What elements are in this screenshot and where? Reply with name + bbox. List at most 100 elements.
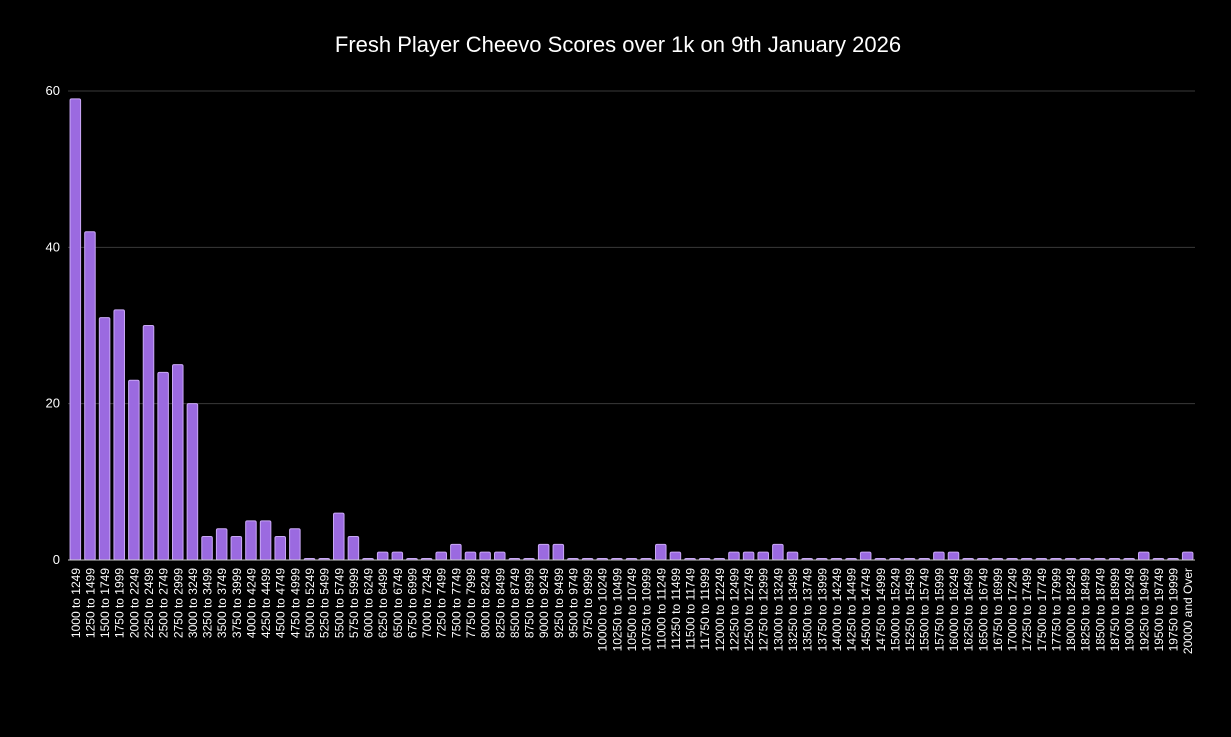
x-tick-label: 12000 to 12249 [713, 568, 727, 652]
x-tick-label: 4500 to 4749 [274, 568, 288, 638]
x-tick-label: 11000 to 11249 [654, 568, 668, 650]
bar [215, 528, 228, 561]
x-tick-label: 3000 to 3249 [186, 568, 200, 638]
bar [245, 520, 257, 561]
x-tick-label: 19750 to 19999 [1167, 568, 1181, 652]
y-tick-label: 60 [46, 83, 60, 98]
x-tick-label: 12500 to 12749 [742, 568, 756, 652]
x-tick-label: 7750 to 7999 [464, 568, 478, 638]
bar [494, 551, 506, 561]
bar [537, 543, 550, 561]
x-tick-label: 10500 to 10749 [625, 568, 639, 652]
x-tick-label: 10750 to 10999 [640, 568, 654, 652]
x-tick-label: 12250 to 12499 [727, 568, 741, 652]
x-tick-label: 6500 to 6749 [391, 568, 405, 638]
x-tick-label: 5250 to 5499 [318, 568, 332, 638]
x-tick-label: 4250 to 4499 [259, 568, 273, 638]
bar [274, 536, 286, 561]
x-tick-label: 8000 to 8249 [479, 568, 493, 638]
x-axis-tick-labels: 1000 to 1249 1250 to 1499 1500 to 1749 1750… [69, 568, 1195, 654]
x-tick-label: 14750 to 14999 [874, 568, 888, 652]
x-tick-label: 3750 to 3999 [230, 568, 244, 638]
bar [859, 551, 872, 561]
x-tick-label: 15500 to 15749 [918, 568, 932, 652]
x-tick-label: 13000 to 13249 [771, 568, 785, 652]
x-tick-label: 19500 to 19749 [1152, 568, 1166, 652]
bar [98, 317, 111, 561]
bar [142, 325, 155, 561]
bar [172, 364, 184, 561]
x-tick-label: 14000 to 14249 [830, 568, 844, 652]
bar [128, 379, 140, 561]
x-tick-label: 9750 to 9999 [581, 568, 595, 638]
bar [1138, 551, 1150, 561]
x-tick-label: 5750 to 5999 [347, 568, 361, 638]
x-tick-label: 20000 and Over [1181, 568, 1195, 654]
bar [450, 543, 462, 561]
x-tick-label: 18000 to 18249 [1064, 568, 1078, 652]
y-tick-label: 20 [46, 396, 60, 411]
x-tick-label: 8500 to 8749 [508, 568, 522, 638]
y-tick-label: 40 [46, 239, 60, 254]
bar [655, 543, 667, 561]
bar [69, 98, 82, 561]
x-tick-label: 5000 to 5249 [303, 568, 317, 638]
x-tick-label: 16750 to 16999 [991, 568, 1005, 652]
x-tick-label: 17000 to 17249 [1006, 568, 1020, 652]
x-tick-label: 13250 to 13499 [786, 568, 800, 652]
x-tick-label: 11250 to 11499 [669, 568, 683, 650]
x-tick-label: 15250 to 15499 [903, 568, 917, 652]
gridlines [68, 90, 1195, 405]
x-tick-label: 9250 to 9499 [552, 568, 566, 638]
bar [786, 551, 799, 561]
bar [333, 512, 345, 561]
x-tick-label: 19000 to 19249 [1123, 568, 1137, 652]
bar [435, 551, 447, 561]
x-tick-label: 18250 to 18499 [1079, 568, 1093, 652]
x-tick-label: 13500 to 13749 [801, 568, 815, 652]
x-tick-label: 11750 to 11999 [698, 568, 712, 650]
x-tick-label: 9500 to 9749 [566, 568, 580, 638]
x-tick-label: 3500 to 3749 [215, 568, 229, 638]
x-tick-label: 15000 to 15249 [888, 568, 902, 652]
x-tick-label: 3250 to 3499 [201, 568, 215, 638]
bar [186, 403, 199, 561]
x-tick-label: 9000 to 9249 [537, 568, 551, 638]
bar [391, 551, 404, 561]
bar [84, 231, 96, 561]
x-tick-label: 17500 to 17749 [1035, 568, 1049, 652]
bar [376, 551, 389, 561]
x-tick-label: 7250 to 7499 [435, 568, 449, 638]
x-tick-label: 2750 to 2999 [171, 568, 185, 638]
x-tick-label: 7500 to 7749 [449, 568, 463, 638]
x-tick-label: 16000 to 16249 [947, 568, 961, 652]
bar [113, 309, 125, 561]
x-tick-label: 8250 to 8499 [493, 568, 507, 638]
x-tick-label: 6750 to 6999 [405, 568, 419, 638]
x-tick-label: 1500 to 1749 [98, 568, 112, 638]
bar [742, 551, 755, 561]
bar [464, 551, 477, 561]
bar [772, 543, 784, 561]
bar [479, 551, 491, 561]
x-tick-label: 11500 to 11749 [684, 568, 698, 650]
bar [947, 551, 960, 561]
bar [728, 551, 740, 561]
bar [259, 520, 272, 561]
y-axis-tick-labels: 0 20 40 60 [46, 83, 60, 567]
x-tick-label: 12750 to 12999 [757, 568, 771, 652]
x-tick-label: 17750 to 17999 [1049, 568, 1063, 652]
bar [552, 543, 565, 561]
x-tick-label: 1000 to 1249 [69, 568, 83, 638]
bars [69, 98, 1194, 561]
x-tick-label: 5500 to 5749 [332, 568, 346, 638]
x-tick-label: 14250 to 14499 [845, 568, 859, 652]
x-tick-label: 13750 to 13999 [815, 568, 829, 652]
bar [757, 551, 769, 561]
x-tick-label: 1750 to 1999 [113, 568, 127, 638]
x-tick-label: 7000 to 7249 [420, 568, 434, 638]
bar [289, 528, 301, 561]
x-tick-label: 2000 to 2249 [127, 568, 141, 638]
x-tick-label: 15750 to 15999 [932, 568, 946, 652]
